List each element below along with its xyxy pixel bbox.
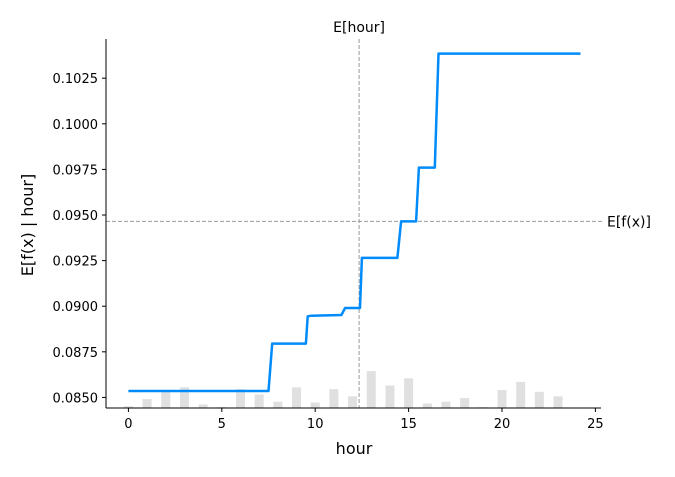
x-tick-label: 15 (400, 417, 417, 432)
histogram-bar (235, 389, 245, 408)
y-tick-label: 0.1025 (53, 72, 99, 87)
histogram (123, 371, 563, 408)
y-tick-label: 0.0875 (53, 346, 99, 361)
x-tick-label: 10 (307, 417, 324, 432)
histogram-bar (123, 406, 133, 408)
x-axis-title: hour (336, 439, 373, 458)
histogram-bar (422, 403, 432, 408)
histogram-bar (348, 396, 358, 408)
x-tick-label: 20 (494, 417, 511, 432)
x-tick-label: 5 (218, 417, 226, 432)
y-tick-label: 0.0975 (53, 163, 99, 178)
y-tick-label: 0.1000 (53, 118, 99, 133)
histogram-bar (534, 391, 544, 408)
y-tick-label: 0.0925 (53, 255, 99, 270)
reference-lines: E[f(x)] E[hour] (106, 20, 651, 408)
histogram-bar (161, 390, 171, 408)
histogram-bar (460, 398, 470, 408)
histogram-bar (404, 378, 414, 408)
histogram-bar (198, 404, 208, 408)
histogram-bar (516, 381, 526, 408)
x-tick-label: 0 (124, 417, 132, 432)
expected-value-label: E[f(x)] (607, 214, 651, 230)
histogram-bar (254, 394, 264, 408)
histogram-bar (142, 399, 152, 408)
histogram-bar (366, 371, 376, 408)
histogram-bar (179, 387, 189, 408)
y-tick-label: 0.0950 (53, 209, 99, 224)
histogram-bar (497, 390, 507, 408)
y-tick-label: 0.0900 (53, 300, 99, 315)
expected-feature-label: E[hour] (333, 20, 385, 36)
histogram-bar (553, 396, 563, 408)
histogram-bar (441, 401, 451, 408)
dependence-line (128, 52, 581, 393)
histogram-bar (310, 402, 320, 408)
y-axis-title: E[f(x) | hour] (18, 174, 37, 276)
histogram-bar (292, 387, 302, 408)
histogram-bar (273, 401, 283, 408)
y-tick-label: 0.0850 (53, 391, 99, 406)
axes: 0 5 10 15 20 25 0.0850 0.0875 0.0900 0.0925 0.0950… (53, 39, 604, 432)
histogram-bar (385, 385, 395, 408)
x-tick-label: 25 (587, 417, 604, 432)
series-line (128, 52, 581, 393)
histogram-bar (329, 389, 339, 408)
